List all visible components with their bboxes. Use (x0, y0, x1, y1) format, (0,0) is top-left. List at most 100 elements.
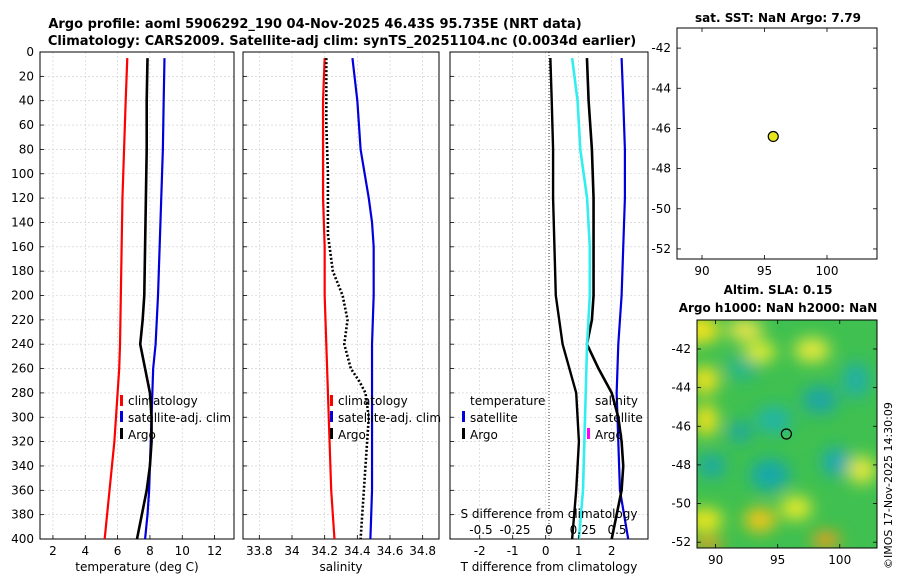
ytick-label: 40 (19, 94, 34, 108)
series-climatology (321, 58, 336, 540)
series-satellite-adj-clim (351, 57, 375, 540)
top-xtick-label: -0.5 (469, 523, 492, 537)
series-argo (324, 58, 371, 540)
xtick-label: 8 (146, 544, 154, 558)
sla-texture (697, 366, 719, 394)
top-xtick-label: 0 (545, 523, 553, 537)
ytick-label: 280 (11, 386, 34, 400)
ytick-label: -46 (651, 121, 671, 135)
legend-label-argo: Argo (595, 428, 623, 442)
series-salinity-argo (549, 58, 581, 540)
legend-label-salinity: salinity (595, 394, 638, 408)
top-xtick-label: -0.25 (499, 523, 530, 537)
temperature-xlabel: temperature (deg C) (75, 560, 198, 574)
ytick-label: -44 (651, 81, 671, 95)
legend-swatch-climatology (120, 395, 123, 406)
xtick-label: 34.2 (311, 544, 338, 558)
legend-swatch-argo (587, 428, 590, 439)
legend-swatch-argo (120, 428, 123, 439)
ytick-label: 60 (19, 118, 34, 132)
sla-texture (794, 338, 830, 362)
ytick-label: -50 (671, 497, 691, 511)
ytick-label: 340 (11, 459, 34, 473)
series-temperature-satellite (615, 58, 630, 540)
sla-texture (842, 362, 870, 398)
top-xtick-label: 0.5 (607, 523, 626, 537)
ytick-label: 380 (11, 508, 34, 522)
ytick-label: -52 (671, 535, 691, 549)
series-temperature-argo (585, 58, 625, 540)
salinity-diff-legend: salinity satellite Argo (587, 394, 643, 442)
xtick-label: 90 (708, 553, 723, 567)
xtick-label: -1 (507, 544, 519, 558)
title-line-1: Argo profile: aoml 5906292_190 04-Nov-20… (48, 17, 581, 32)
xtick-label: 95 (757, 264, 772, 278)
ytick-label: 160 (11, 240, 34, 254)
sla-map-title-1: Altim. SLA: 0.15 (724, 283, 833, 297)
ytick-label: -42 (651, 41, 671, 55)
series-salinity-satellite (570, 57, 592, 540)
sla-texture (697, 320, 720, 344)
xtick-label: 95 (770, 553, 785, 567)
xtick-label: 12 (207, 544, 222, 558)
sla-texture (812, 532, 840, 548)
ytick-label: -50 (651, 202, 671, 216)
xtick-label: 34.6 (377, 544, 404, 558)
xtick-label: 100 (828, 553, 851, 567)
sla-texture (802, 386, 838, 414)
ytick-label: 200 (11, 289, 34, 303)
legend-label-temperature: temperature (470, 394, 545, 408)
xtick-label: 2 (608, 544, 616, 558)
sla-texture (726, 356, 758, 380)
sla-heatmap (697, 320, 877, 548)
salinity-legend: climatology satellite-adj. clim Argo (330, 394, 441, 442)
sla-texture (744, 342, 776, 362)
sla-texture (727, 320, 763, 340)
series-argo (135, 58, 153, 540)
sla-texture (756, 406, 792, 434)
sla-texture (698, 454, 726, 478)
sla-texture (697, 538, 724, 548)
difference-xlabel: T difference from climatology (460, 560, 638, 574)
xtick-label: 4 (81, 544, 89, 558)
ytick-label: -48 (671, 458, 691, 472)
legend-label-satellite: satellite-adj. clim (338, 411, 441, 425)
xtick-label: 34 (284, 544, 299, 558)
temperature-legend: climatology satellite-adj. clim Argo (120, 394, 231, 442)
imos-watermark: ©IMOS 17-Nov-2025 14:30:09 (882, 402, 895, 569)
legend-label-argo: Argo (470, 428, 498, 442)
legend-label-satellite: satellite (595, 411, 643, 425)
sst-map-panel: -52 -50 -48 -46 -44 -42 90 95 100 (651, 27, 878, 278)
ytick-label: 80 (19, 142, 34, 156)
xtick-label: 10 (175, 544, 190, 558)
sst-map-title: sat. SST: NaN Argo: 7.79 (695, 11, 861, 25)
sla-texture (780, 496, 812, 520)
ytick-label: 400 (11, 532, 34, 546)
series-satellite-adj-clim (143, 58, 166, 540)
legend-swatch-argo (462, 428, 465, 439)
series-climatology (103, 58, 129, 540)
ytick-label: 100 (11, 167, 34, 181)
legend-swatch-climatology (330, 395, 333, 406)
ytick-label: 260 (11, 362, 34, 376)
xtick-label: -2 (474, 544, 486, 558)
salinity-xlabel: salinity (319, 560, 362, 574)
ytick-label: 0 (26, 45, 34, 59)
xtick-label: 1 (575, 544, 583, 558)
sla-texture (728, 422, 752, 442)
ytick-label: 180 (11, 264, 34, 278)
salinity-panel: 33.8 34 34.2 34.4 34.6 34.8 salinity climatol… (242, 51, 441, 574)
ytick-label: 360 (11, 483, 34, 497)
sla-texture (822, 448, 850, 476)
argo-float-marker (780, 428, 792, 440)
top-xtick-label: 0.25 (570, 523, 597, 537)
xtick-label: 2 (49, 544, 57, 558)
ytick-label: -52 (651, 242, 671, 256)
legend-label-argo: Argo (338, 428, 366, 442)
ytick-label: -42 (671, 342, 691, 356)
xtick-label: 34.4 (344, 544, 371, 558)
temperature-diff-legend: temperature satellite Argo (462, 394, 545, 442)
sla-map-title-2: Argo h1000: NaN h2000: NaN (679, 301, 878, 315)
legend-label-satellite: satellite (470, 411, 518, 425)
